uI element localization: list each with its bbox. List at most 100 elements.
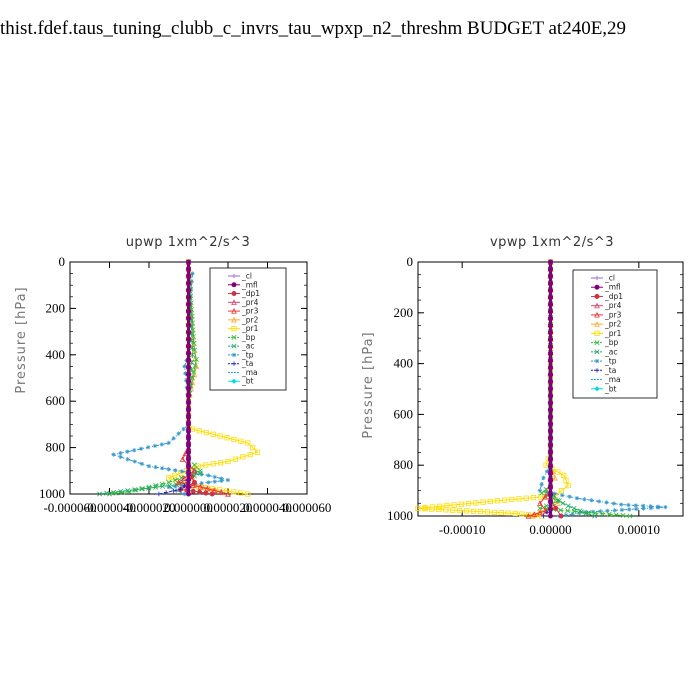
marker — [530, 494, 536, 501]
marker — [559, 492, 565, 498]
legend-label: _bt — [241, 377, 254, 386]
marker — [186, 287, 192, 293]
marker — [450, 507, 456, 513]
marker — [131, 448, 137, 453]
panel-title: vpwp 1xm^2/s^3 — [490, 235, 614, 250]
marker — [231, 361, 237, 366]
marker — [186, 259, 192, 265]
marker — [191, 369, 197, 375]
marker — [210, 461, 216, 467]
legend-label: _pr2 — [241, 315, 259, 324]
legend-label: _pr3 — [241, 307, 259, 316]
series-pr2 — [529, 258, 561, 519]
legend-label: _tp — [604, 357, 617, 366]
marker — [186, 435, 192, 441]
marker — [231, 334, 237, 340]
marker — [502, 497, 508, 503]
marker — [539, 490, 545, 496]
marker — [247, 451, 253, 458]
marker — [487, 498, 493, 505]
marker — [197, 470, 203, 476]
marker — [204, 485, 211, 492]
marker — [547, 393, 553, 399]
legend-label: _tp — [241, 350, 254, 359]
marker — [182, 364, 187, 369]
marker — [547, 273, 553, 279]
marker — [561, 472, 567, 478]
marker — [618, 502, 624, 507]
legend-label: _bp — [604, 338, 619, 347]
legend-label: _dp1 — [241, 289, 260, 298]
marker — [570, 511, 575, 517]
marker — [166, 484, 171, 490]
marker — [457, 507, 463, 514]
marker — [231, 489, 237, 495]
marker — [125, 449, 130, 454]
marker — [186, 442, 192, 448]
marker — [133, 487, 139, 493]
marker — [231, 352, 237, 358]
marker — [255, 449, 261, 455]
marker — [118, 450, 123, 456]
marker — [547, 428, 553, 434]
marker — [186, 280, 192, 286]
marker — [491, 509, 497, 515]
marker — [111, 489, 117, 495]
marker — [594, 386, 600, 392]
marker — [429, 506, 435, 512]
marker — [186, 371, 192, 377]
series-mfl — [186, 259, 192, 497]
marker — [543, 486, 549, 492]
series-mfl — [547, 259, 553, 519]
marker — [558, 487, 565, 494]
marker — [509, 496, 515, 503]
legend-box — [572, 269, 658, 399]
legend-box — [209, 267, 287, 391]
marker — [179, 456, 186, 462]
marker — [537, 500, 543, 506]
marker — [231, 291, 237, 297]
marker — [152, 443, 158, 449]
marker — [539, 482, 544, 487]
marker — [547, 358, 553, 364]
marker — [199, 480, 204, 486]
marker — [118, 488, 124, 494]
legend-label: _mfl — [604, 283, 621, 292]
marker — [547, 442, 553, 448]
marker — [231, 282, 237, 288]
marker — [97, 491, 103, 497]
marker — [594, 330, 600, 336]
marker — [541, 513, 546, 519]
series-line — [528, 262, 551, 517]
marker — [217, 460, 224, 466]
marker — [238, 438, 244, 444]
marker — [153, 484, 159, 490]
marker — [547, 513, 553, 519]
marker — [190, 482, 196, 489]
legend: _cl_mfl_dp1_pr4_pr3_pr2_pr1_bp_ac_tp_ta_… — [572, 269, 658, 399]
marker — [186, 301, 192, 307]
marker — [552, 474, 558, 481]
marker — [186, 470, 192, 476]
x-tick-label: 0.000020 — [204, 500, 253, 515]
y-tick-label: 800 — [394, 457, 414, 472]
marker — [542, 493, 549, 500]
marker — [186, 449, 192, 455]
marker — [166, 475, 172, 481]
marker — [224, 435, 230, 441]
marker — [547, 478, 553, 484]
y-tick-label: 1000 — [387, 508, 413, 523]
marker — [582, 497, 587, 502]
marker — [634, 506, 639, 512]
marker — [594, 293, 600, 299]
marker — [177, 470, 184, 476]
marker — [118, 454, 123, 460]
marker — [166, 440, 171, 446]
marker — [178, 487, 183, 492]
legend-label: _bt — [604, 384, 617, 393]
marker — [596, 499, 602, 504]
marker — [577, 510, 582, 516]
marker — [176, 431, 181, 436]
marker — [594, 284, 600, 290]
